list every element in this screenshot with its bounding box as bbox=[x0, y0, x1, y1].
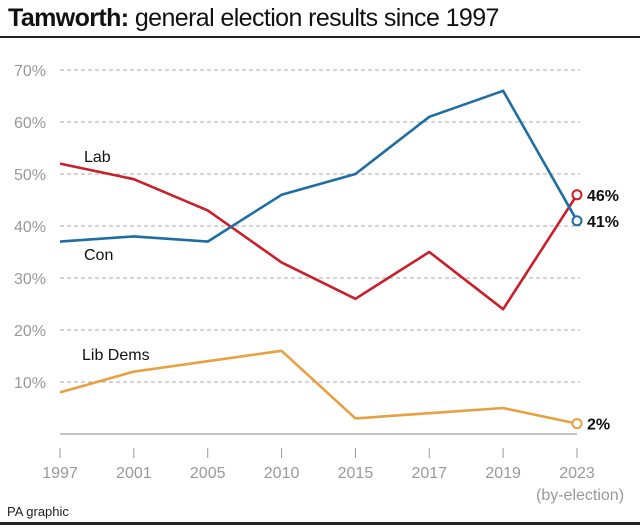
y-tick-label: 60% bbox=[14, 115, 46, 132]
chart-title: Tamworth: general election results since… bbox=[8, 4, 499, 33]
source-credit: PA graphic bbox=[7, 504, 69, 519]
series-line-con bbox=[59, 89, 579, 243]
end-marker bbox=[571, 418, 583, 430]
end-value-label: 46% bbox=[587, 188, 619, 205]
series-label: Con bbox=[84, 247, 113, 264]
y-tick-label: 30% bbox=[14, 271, 46, 288]
x-tick-label: 1997 bbox=[42, 465, 78, 482]
title-rest: general election results since 1997 bbox=[128, 4, 500, 32]
x-tick-label: 2019 bbox=[485, 465, 521, 482]
top-rule bbox=[0, 36, 640, 38]
y-tick-label: 50% bbox=[14, 167, 46, 184]
y-tick-label: 20% bbox=[14, 323, 46, 340]
y-tick-label: 70% bbox=[14, 63, 46, 80]
y-tick-label: 40% bbox=[14, 219, 46, 236]
x-tick-label: 2015 bbox=[338, 465, 374, 482]
series-label: Lab bbox=[84, 149, 111, 166]
series-line-lab bbox=[59, 162, 579, 311]
x-category-note: (by-election) bbox=[536, 487, 624, 504]
title-bold: Tamworth: bbox=[8, 4, 129, 32]
bottom-rule bbox=[0, 522, 640, 525]
series-label: Lib Dems bbox=[82, 347, 150, 364]
x-tick-label: 2001 bbox=[116, 465, 152, 482]
x-tick-label: 2005 bbox=[190, 465, 226, 482]
end-value-label: 41% bbox=[587, 214, 619, 231]
end-value-label: 2% bbox=[587, 417, 610, 434]
x-tick-label: 2010 bbox=[264, 465, 300, 482]
x-tick-label: 2023 bbox=[559, 465, 595, 482]
end-marker bbox=[571, 189, 583, 201]
series-line-lib-dems bbox=[59, 349, 578, 425]
end-marker bbox=[571, 215, 583, 227]
x-tick-label: 2017 bbox=[411, 465, 447, 482]
y-tick-label: 10% bbox=[14, 375, 46, 392]
